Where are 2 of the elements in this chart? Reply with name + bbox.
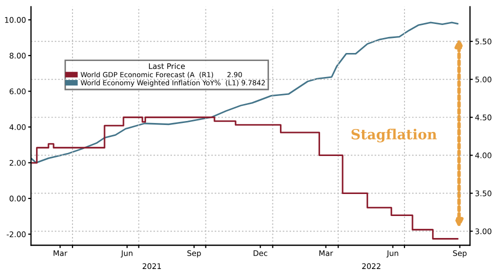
annotation: Stagflation: [352, 128, 437, 142]
line-series: [31, 22, 458, 164]
